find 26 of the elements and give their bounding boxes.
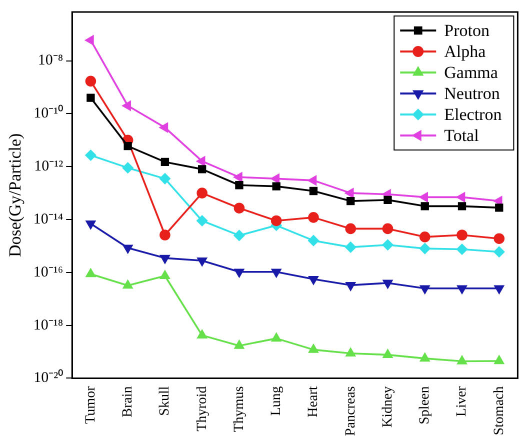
y-axis-title: Dose(Gy/Particle): [6, 133, 25, 257]
x-tick-label: Kidney: [380, 386, 396, 428]
x-tick-label: Skull: [158, 386, 173, 416]
x-tick-label: Tumor: [83, 386, 98, 424]
legend-label: Proton: [444, 20, 490, 40]
x-tick-label: Heart: [306, 386, 322, 418]
x-tick-label: Lung: [269, 386, 284, 416]
y-tick-label: 10⁻¹⁴: [33, 211, 64, 228]
x-tick-label: Liver: [454, 386, 470, 417]
legend-label: Total: [444, 126, 480, 145]
y-tick-label: 10⁻²⁰: [34, 369, 64, 386]
x-tick-label: Spleen: [418, 386, 433, 424]
y-tick-label: 10⁻¹⁰: [34, 104, 64, 122]
x-tick-label: Thyroid: [194, 386, 210, 432]
x-tick-label: Pancreas: [343, 386, 358, 436]
y-tick-label: 10⁻¹⁶: [33, 264, 64, 280]
legend-label: Alpha: [444, 42, 486, 61]
x-tick-label: Brain: [120, 386, 136, 418]
y-tick-label: 10⁻⁸: [38, 52, 64, 69]
legend-label: Electron: [444, 104, 502, 124]
x-tick-label: Stomach: [492, 386, 507, 436]
y-tick-label: 10⁻¹⁸: [33, 317, 64, 334]
y-tick-label: 10⁻¹²: [34, 158, 64, 175]
x-tick-label: Thymus: [232, 386, 247, 432]
legend-label: Gamma: [444, 62, 498, 82]
legend-label: Neutron: [444, 84, 500, 103]
